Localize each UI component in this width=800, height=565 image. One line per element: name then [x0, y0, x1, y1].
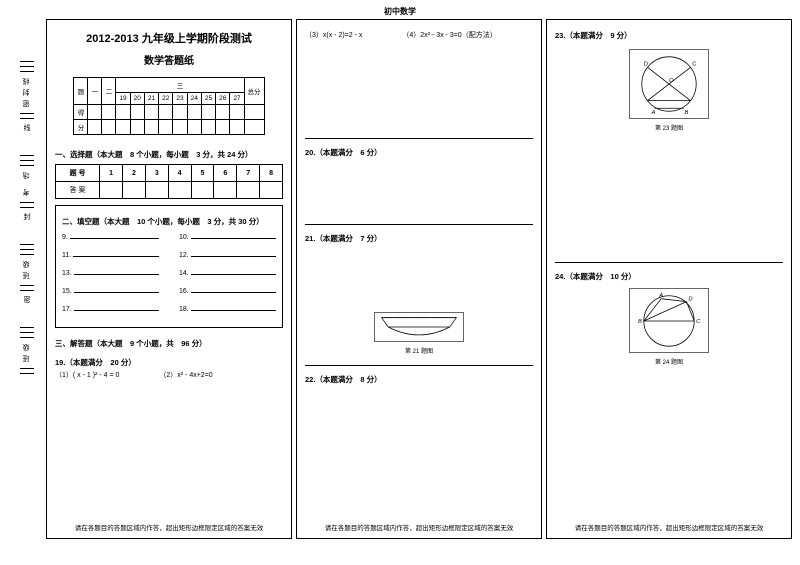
binding-rail: 密封线 线 考 场 封 班级 密 班级 — [8, 19, 46, 539]
svg-text:A: A — [658, 293, 663, 299]
svg-text:C: C — [696, 319, 701, 325]
page-header: 初中数学 — [0, 0, 800, 19]
q19-title: 19.（本题满分 20 分） — [55, 357, 283, 368]
svg-text:D: D — [688, 297, 692, 303]
q20-title: 20.（本题满分 6 分） — [305, 147, 533, 158]
score-table: 题 一 二 三 总分 192021 222324 252627 得 分 — [73, 77, 264, 135]
columns: 2012-2013 九年级上学期阶段测试 数学答题纸 题 一 二 三 总分 19… — [46, 19, 792, 539]
figure-24: A D B C 第 24 题图 — [555, 288, 783, 366]
exam-title: 2012-2013 九年级上学期阶段测试 — [55, 30, 283, 46]
rail-label-3: 班级 — [22, 257, 32, 279]
q19-subs: （1）( x - 1 )² - 4 = 0（2）x² - 4x+2=0 — [55, 370, 283, 380]
svg-text:C: C — [692, 62, 696, 68]
footer-3: 请在各题目的答题区域内作答，超出矩形边框限定区域的答案无效 — [555, 518, 783, 532]
svg-text:A: A — [651, 110, 656, 116]
rail-label-2: 考 场 — [22, 168, 32, 196]
rail-word-1: 线 — [24, 123, 31, 133]
q24-title: 24.（本题满分 10 分） — [555, 271, 783, 282]
figure-23: D C O A B 第 23 题图 — [629, 49, 709, 132]
column-2: （3）x(x - 2)=2 - x（4）2x² - 3x - 3=0（配方法） … — [296, 19, 542, 539]
q22-title: 22.（本题满分 8 分） — [305, 374, 533, 385]
rail-label-4: 班级 — [22, 340, 32, 362]
svg-text:B: B — [685, 110, 689, 116]
rail-word-2: 封 — [24, 212, 31, 222]
footer-1: 请在各题目的答题区域内作答，超出矩形边框限定区域的答案无效 — [55, 518, 283, 532]
fill-in-box: 二、填空题（本大题 10 个小题，每小题 3 分，共 30 分） 9.10. 1… — [55, 205, 283, 328]
section-1-title: 一、选择题（本大题 8 个小题，每小题 3 分，共 24 分） — [55, 149, 283, 160]
footer-2: 请在各题目的答题区域内作答，超出矩形边框限定区域的答案无效 — [305, 518, 533, 532]
main-container: 密封线 线 考 场 封 班级 密 班级 2012-2013 九年级上学期阶段测试… — [0, 19, 800, 539]
q19-subs-2: （3）x(x - 2)=2 - x（4）2x² - 3x - 3=0（配方法） — [305, 30, 533, 40]
svg-text:B: B — [638, 319, 642, 325]
rail-word-3: 密 — [24, 295, 31, 305]
q21-title: 21.（本题满分 7 分） — [305, 233, 533, 244]
svg-text:O: O — [669, 78, 674, 84]
q23-title: 23.（本题满分 9 分） — [555, 30, 783, 41]
section-2-title: 二、填空题（本大题 10 个小题，每小题 3 分，共 30 分） — [62, 216, 276, 227]
column-1: 2012-2013 九年级上学期阶段测试 数学答题纸 题 一 二 三 总分 19… — [46, 19, 292, 539]
exam-subtitle: 数学答题纸 — [55, 52, 283, 67]
figure-21: 第 21 题图 — [305, 312, 533, 355]
svg-text:D: D — [644, 62, 648, 68]
rail-label-1: 密封线 — [22, 74, 32, 107]
section-3-title: 三、解答题（本大题 9 个小题，共 96 分） — [55, 338, 283, 349]
mc-table: 题 号123 45678 答 案 — [55, 164, 283, 199]
column-3: 23.（本题满分 9 分） D C O A B 第 23 题图 — [546, 19, 792, 539]
